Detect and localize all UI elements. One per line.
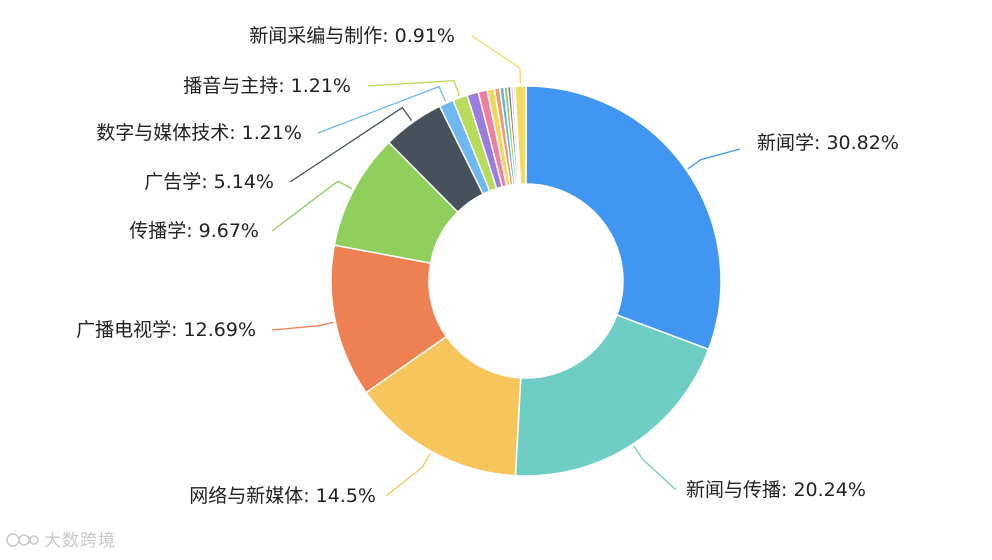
slice-label-5: 广告学: 5.14% [144,171,274,193]
slice-label-2: 网络与新媒体: 14.5% [189,485,376,507]
slice-label-3: 广播电视学: 12.69% [76,319,256,341]
leader-line-6 [317,85,447,134]
slice-label-1: 新闻与传播: 20.24% [686,479,866,501]
leader-line-4 [271,180,353,232]
slice-label-7: 播音与主持: 1.21% [183,75,351,97]
slice-label-0: 新闻学: 30.82% [757,132,899,154]
slice-0[interactable] [525,85,722,351]
leader-line-0 [687,148,741,170]
leader-line-7 [367,79,460,96]
watermark: 大数跨境 [6,526,116,551]
watermark-text: 大数跨境 [44,531,116,551]
watermark-logo-icon [6,533,39,547]
slice-label-17: 新闻采编与制作: 0.91% [249,25,455,47]
leader-line-3 [271,321,334,331]
leader-line-1 [633,445,677,491]
slice-1[interactable] [514,314,710,477]
leader-line-17 [471,35,522,85]
slice-label-4: 传播学: 9.67% [129,220,259,242]
leader-line-2 [385,452,431,497]
slice-17[interactable] [514,85,527,185]
slice-2[interactable] [365,335,522,477]
leader-line-5 [289,106,413,183]
slice-label-6: 数字与媒体技术: 1.21% [96,122,302,144]
